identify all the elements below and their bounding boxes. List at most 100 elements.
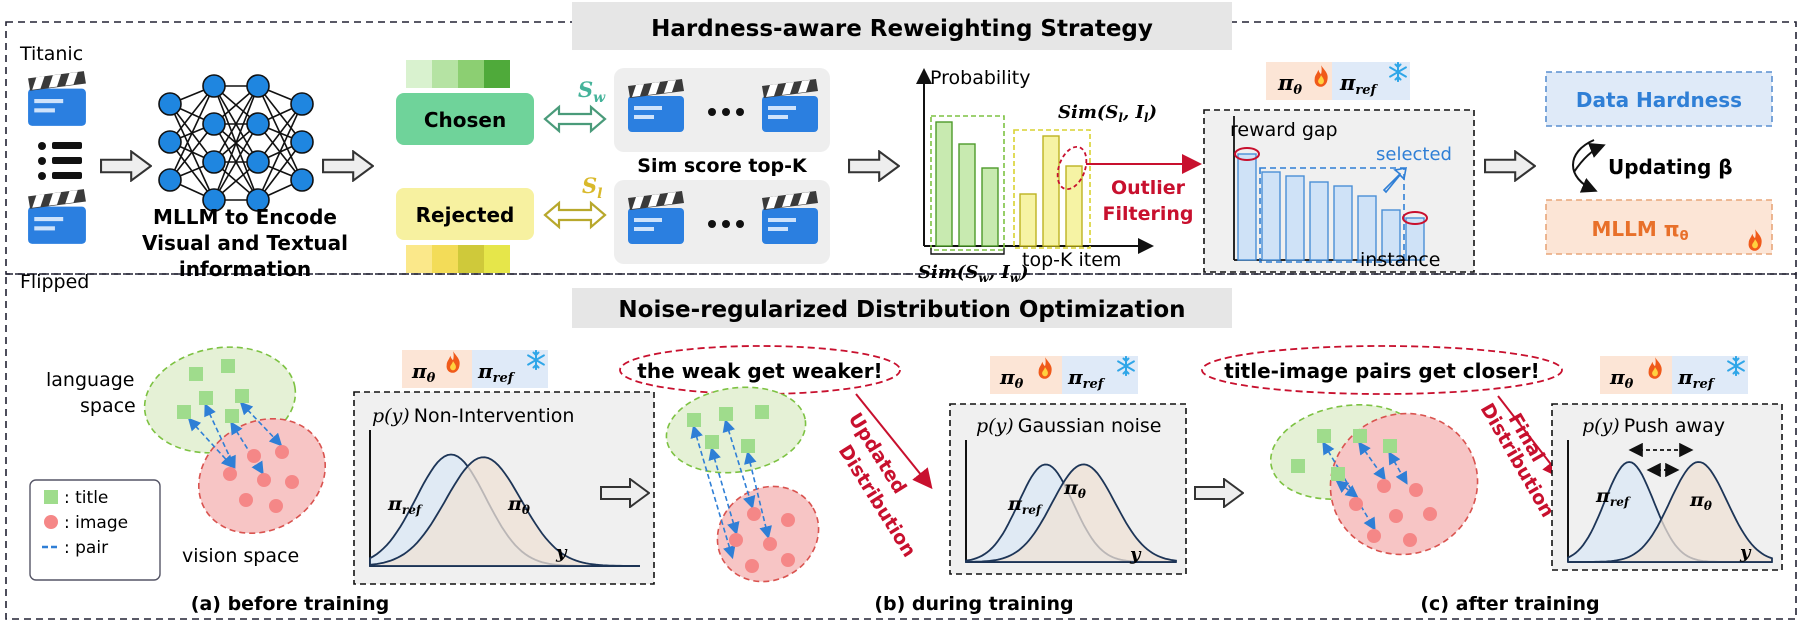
image-point (781, 513, 795, 527)
pi-theta-curve (1568, 461, 1773, 563)
network-node (290, 168, 314, 192)
title-point (1291, 459, 1305, 473)
network-edge (213, 123, 259, 201)
clapperboard-icon (628, 79, 684, 132)
pi-ref-label: πref (1067, 365, 1106, 392)
network-edge (169, 85, 215, 143)
legend-image: : image (64, 513, 128, 533)
network-node (246, 188, 270, 212)
callout-b-text: the weak get weaker! (637, 359, 882, 383)
pi-ref-label: πref (477, 359, 516, 386)
ellipsis-icon (708, 108, 744, 116)
rejected-bars (1019, 135, 1083, 247)
title-point (177, 405, 191, 419)
pi-theta-curve-label-a: πθ (507, 493, 530, 517)
top-k-item-label: top-K item (1022, 249, 1121, 271)
title-point (1331, 467, 1345, 481)
bottom-section-frame (5, 273, 1797, 620)
network-node (202, 74, 226, 98)
image-point (729, 533, 743, 547)
title-point (189, 367, 203, 381)
network-node (202, 188, 226, 212)
instance-label: instance (1360, 249, 1441, 271)
title-point (199, 391, 213, 405)
double-arrow-icon (543, 105, 607, 133)
callout-c (1201, 345, 1563, 395)
sim-sw-iw: Sim(Sw, Iw) (918, 262, 1029, 285)
clapperboard-icon (28, 189, 86, 244)
callout-c-text: title-image pairs get closer! (1224, 359, 1539, 383)
title-point (687, 413, 701, 427)
pi-theta-curve (369, 456, 640, 567)
image-point (1409, 483, 1423, 497)
pair-link (744, 450, 772, 540)
caption-b: (b) during training (874, 593, 1073, 615)
network-node (158, 92, 182, 116)
list-icon (38, 142, 82, 180)
mllm-line-1: MLLM to Encode (153, 205, 337, 229)
legend-title: : title (64, 488, 108, 508)
bottom-title-bar (572, 288, 1232, 328)
input-titanic-label: Titanic (19, 43, 83, 65)
y-label-c: y (1739, 542, 1752, 563)
mllm-line-2: Visual and Textual (142, 231, 348, 255)
flow-arrow-icon (100, 150, 152, 182)
callout-b-arrow (855, 393, 933, 490)
image-point (781, 553, 795, 567)
pair-link (690, 424, 736, 560)
network-edge (169, 123, 215, 181)
pi-theta-curve (965, 463, 1177, 563)
network-node (158, 130, 182, 154)
mllm-line-3: information (179, 257, 311, 281)
image-point (1349, 497, 1363, 511)
data-hardness-label: Data Hardness (1576, 88, 1742, 112)
pi-ref-curve-label-a: πref (387, 493, 423, 517)
pi-ref-label: πref (1339, 70, 1378, 98)
chosen-label: Chosen (424, 108, 506, 132)
rejected-color-cells (406, 245, 510, 273)
updating-beta-label: Updating β (1608, 155, 1733, 179)
image-point (269, 499, 283, 513)
s-w-symbol: Sw (578, 77, 606, 106)
title-point (1383, 439, 1397, 453)
title-point (1317, 429, 1331, 443)
rejected-box (396, 188, 534, 240)
chosen-bars (935, 121, 999, 247)
chosen-box (396, 93, 534, 145)
filtered-bottom-marker (1402, 211, 1428, 225)
network-edge (213, 85, 259, 201)
vision-space-label: vision space (182, 545, 299, 567)
ellipsis-icon (708, 220, 744, 228)
double-arrow-icon (543, 201, 607, 229)
title-point (755, 405, 769, 419)
reward-gap-bars (1237, 153, 1425, 261)
title-point (705, 435, 719, 449)
title-point (719, 407, 733, 421)
pi-ref-curve-label-b: πref (1007, 493, 1043, 517)
network-node (246, 112, 270, 136)
legend-pair: : pair (64, 538, 108, 558)
py-label-a: p(y) Non-Intervention (372, 405, 574, 427)
network-node (246, 150, 270, 174)
rejected-label: Rejected (416, 203, 515, 227)
neural-network-nodes (158, 74, 314, 212)
language-space-label-2: space (80, 395, 136, 417)
network-node (290, 92, 314, 116)
pi-theta-chip (402, 350, 472, 388)
caption-c: (c) after training (1420, 593, 1599, 615)
pi-theta-label: πθ (1609, 365, 1634, 392)
network-node (158, 168, 182, 192)
y-label-a: y (555, 542, 568, 563)
clapperboard-icon (628, 191, 684, 244)
pi-theta-label: πθ (1277, 70, 1302, 98)
selected-arrow-icon (1382, 167, 1407, 194)
title-point (741, 439, 755, 453)
title-point (235, 389, 249, 403)
network-node (246, 74, 270, 98)
py-label-b: p(y) Gaussian noise (976, 415, 1161, 437)
probability-label: Probability (930, 67, 1030, 89)
image-point (247, 449, 261, 463)
y-label-b: y (1129, 544, 1142, 565)
network-edge (169, 85, 215, 181)
